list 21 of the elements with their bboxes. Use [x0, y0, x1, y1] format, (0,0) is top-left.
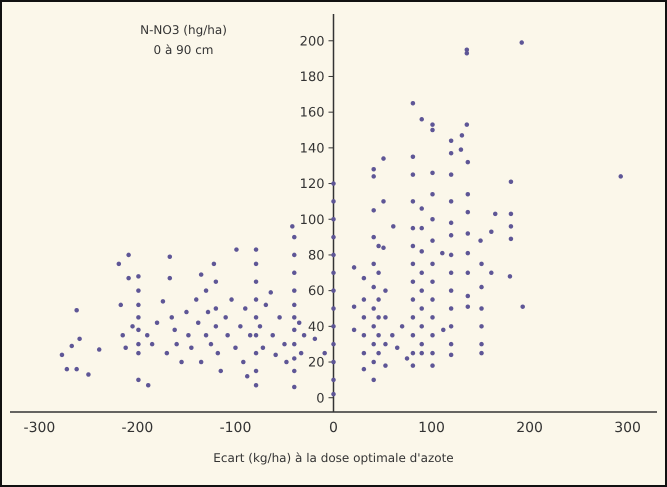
y-tick-label: 180 — [300, 70, 324, 86]
y-axis-title: N-NO3 (hg/ha) — [140, 23, 227, 37]
y-tick-label: 20 — [308, 356, 324, 371]
y-tick-label: 200 — [300, 34, 324, 50]
text: 0 à 90 cm — [154, 43, 214, 57]
x-tick-label: 100 — [418, 420, 445, 436]
y-tick-label: 160 — [300, 106, 324, 121]
x-tick-label: -100 — [220, 420, 252, 436]
x-axis-title: Ecart (kg/ha) à la dose optimale d'azote — [213, 451, 454, 465]
y-tick-label: 100 — [300, 212, 324, 228]
y-tick-label: 60 — [308, 284, 324, 300]
y-tick-label: 140 — [300, 141, 324, 156]
x-tick-label: 300 — [614, 420, 641, 436]
y-tick-label: 80 — [308, 248, 324, 264]
x-tick-label: 0 — [329, 420, 338, 436]
x-tick-label: -200 — [122, 420, 154, 436]
x-tick-label: 200 — [516, 420, 543, 436]
y-tick-label: 0 — [316, 391, 324, 406]
y-tick-label: 40 — [308, 320, 324, 335]
y-tick-label: 120 — [300, 177, 324, 192]
x-tick-label: -300 — [24, 420, 56, 436]
